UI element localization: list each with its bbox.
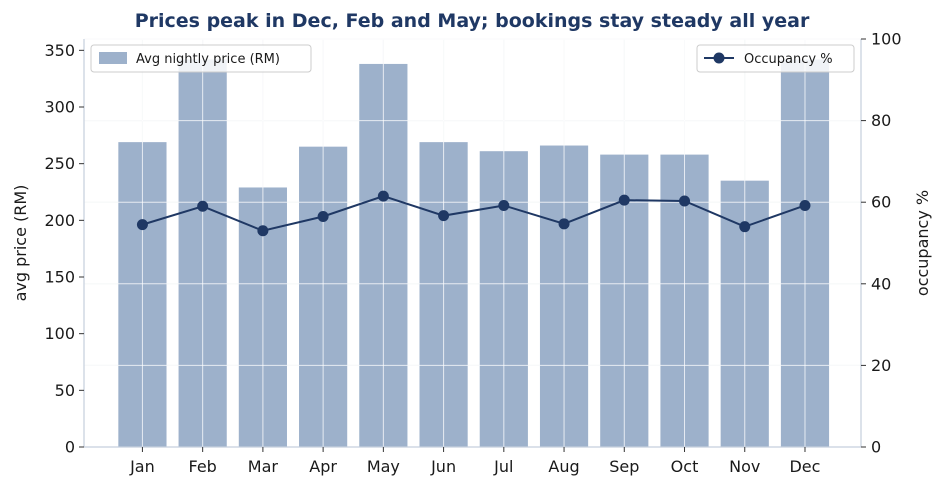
legend-occupancy: Occupancy % (696, 44, 855, 73)
occupancy-point (498, 199, 510, 211)
y-tick-label: 50 (55, 381, 75, 400)
legend-price-box (90, 44, 312, 73)
x-tick-label: Jun (430, 457, 456, 476)
legend-occupancy-marker (713, 52, 725, 64)
y-tick-label: 250 (44, 154, 75, 173)
y2-tick-label: 100 (871, 30, 902, 49)
legend-price: Avg nightly price (RM) (90, 44, 312, 73)
x-tick-label: May (367, 457, 400, 476)
occupancy-point (679, 195, 691, 207)
y2-axis-label: occupancy % (913, 190, 932, 296)
occupancy-point (438, 210, 450, 222)
y-tick-label: 350 (44, 41, 75, 60)
occupancy-point (377, 190, 389, 202)
x-tick-label: Nov (729, 457, 760, 476)
x-tick-label: Apr (309, 457, 337, 476)
legend-occupancy-box (696, 44, 855, 73)
y-tick-label: 100 (44, 324, 75, 343)
occupancy-series-line (142, 195, 806, 232)
y2-tick-label: 20 (871, 356, 891, 375)
y2-tick-label: 80 (871, 111, 891, 130)
x-tick-label: Dec (789, 457, 820, 476)
x-tick-label: Jul (493, 457, 513, 476)
legend-occupancy-label: Occupancy % (744, 52, 833, 67)
x-tick-label: Aug (548, 457, 579, 476)
y-tick-label: 300 (44, 98, 75, 117)
occupancy-point (197, 200, 209, 212)
chart-title: Prices peak in Dec, Feb and May; booking… (135, 10, 810, 32)
legend-price-swatch (99, 52, 127, 64)
occupancy-line (136, 190, 811, 237)
occupancy-point (317, 210, 329, 222)
legend-price-label: Avg nightly price (RM) (136, 52, 280, 67)
x-tick-label: Jan (129, 457, 155, 476)
price-bars (84, 38, 861, 448)
y2-tick-label: 0 (871, 438, 881, 457)
y-tick-label: 200 (44, 211, 75, 230)
axes: 0 50 100 150 200 250 300 350 0 20 40 60 80 100 Jan Feb M… (44, 30, 901, 477)
y-axis-label: avg price (RM) (11, 185, 30, 302)
occupancy-point (136, 219, 148, 231)
y-tick-label: 0 (65, 438, 75, 457)
x-tick-label: Feb (188, 457, 216, 476)
occupancy-point (558, 218, 570, 230)
x-tick-label: Sep (609, 457, 639, 476)
occupancy-point (618, 194, 630, 206)
x-tick-label: Mar (248, 457, 279, 476)
x-tick-label: Oct (671, 457, 699, 476)
y-tick-label: 150 (44, 268, 75, 287)
y2-tick-label: 60 (871, 193, 891, 212)
y2-tick-label: 40 (871, 274, 891, 293)
occupancy-point (799, 199, 811, 211)
occupancy-point (739, 221, 751, 233)
occupancy-point (257, 225, 269, 237)
